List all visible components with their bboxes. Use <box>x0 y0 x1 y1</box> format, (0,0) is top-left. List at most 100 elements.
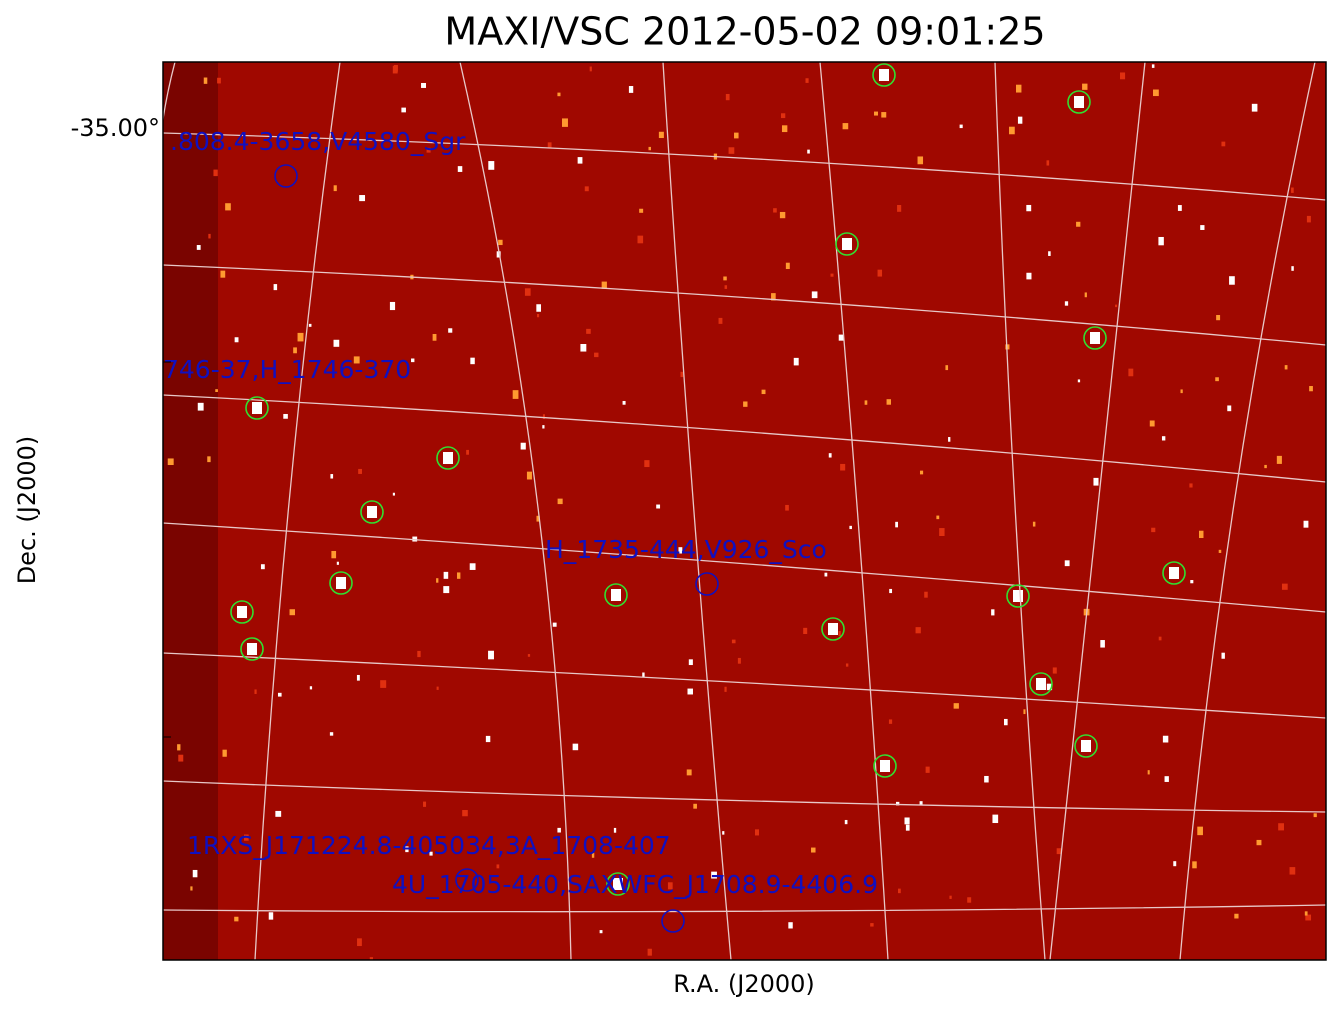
speck <box>557 92 561 97</box>
speck <box>217 77 221 84</box>
grid-line <box>662 62 732 960</box>
speck <box>1026 204 1032 212</box>
speck <box>309 686 313 690</box>
speck <box>260 564 265 570</box>
speck <box>731 639 736 644</box>
source-label: 4U_1705-440,SAXWFC_J1708.9-4406.9 <box>392 870 878 899</box>
speck <box>401 107 406 113</box>
speck <box>234 337 239 343</box>
speck <box>845 663 849 667</box>
speck <box>485 735 491 743</box>
detected-source-ring <box>245 396 269 420</box>
speck <box>557 498 563 505</box>
speck <box>177 744 181 751</box>
bright-source <box>1090 332 1100 344</box>
title: MAXI/VSC 2012-05-02 09:01:25 <box>444 10 1045 54</box>
speck <box>945 365 949 371</box>
speck <box>524 288 531 296</box>
speck <box>622 400 626 405</box>
speck <box>277 692 282 697</box>
detected-source-ring <box>1162 561 1186 585</box>
speck <box>895 521 899 528</box>
speck <box>1017 116 1023 124</box>
speck <box>358 468 362 474</box>
speck <box>178 754 184 762</box>
speck <box>886 399 892 405</box>
grid-line <box>459 62 572 960</box>
speck <box>275 810 282 817</box>
speck <box>1064 560 1070 567</box>
speck <box>889 588 893 594</box>
speck <box>1256 839 1262 846</box>
speck <box>658 131 664 139</box>
speck <box>1158 236 1164 246</box>
speck <box>737 657 741 664</box>
bright-source <box>879 69 889 81</box>
speck <box>1190 580 1194 584</box>
speck <box>639 208 644 213</box>
catalog-source-ring <box>695 572 719 596</box>
speck <box>877 269 883 277</box>
bright-source <box>1036 678 1046 690</box>
speck <box>496 864 500 869</box>
speck <box>838 334 844 341</box>
speck <box>1309 386 1313 392</box>
speck <box>254 689 257 694</box>
speck <box>405 846 409 853</box>
speck <box>1291 187 1294 193</box>
grid-line <box>163 904 1326 913</box>
bright-source <box>1169 567 1179 579</box>
speck <box>536 515 540 522</box>
grid-line <box>1179 62 1316 960</box>
detected-source-ring <box>230 600 254 624</box>
speck <box>1023 709 1026 715</box>
speck <box>722 831 725 835</box>
bright-source <box>1074 96 1084 108</box>
speck <box>1064 301 1069 306</box>
speck <box>917 156 924 165</box>
speck <box>874 111 879 116</box>
speck <box>805 78 809 83</box>
speck <box>830 273 834 277</box>
speck <box>724 686 727 692</box>
image-background <box>163 62 1326 960</box>
speck <box>919 470 924 475</box>
grid-line <box>163 62 176 124</box>
speck <box>948 437 951 442</box>
speck <box>572 743 579 751</box>
speck <box>1164 776 1169 782</box>
speck <box>380 680 387 688</box>
speck <box>728 147 735 154</box>
speck <box>470 357 475 365</box>
speck <box>297 332 304 342</box>
specks <box>167 64 1317 960</box>
speck <box>785 262 790 270</box>
speck <box>849 525 852 530</box>
speck <box>924 591 928 598</box>
bright-source <box>1013 590 1023 602</box>
speck <box>686 769 692 776</box>
speck <box>761 389 766 395</box>
catalog-source-ring <box>661 909 685 933</box>
detected-source-ring <box>436 446 460 470</box>
speck <box>1161 436 1166 441</box>
speck <box>897 205 902 212</box>
speck <box>1015 84 1022 93</box>
detected-source-ring <box>873 754 897 778</box>
speck <box>448 328 453 333</box>
speck <box>1128 368 1134 377</box>
speck <box>580 344 587 352</box>
speck <box>1229 276 1235 285</box>
speck <box>667 882 673 890</box>
speck <box>1149 420 1155 427</box>
speck <box>268 912 274 920</box>
speck <box>991 609 995 616</box>
speck <box>411 358 415 363</box>
speck <box>462 810 468 817</box>
catalog-source-ring <box>455 868 479 892</box>
y-axis-label: Dec. (J2000) <box>13 436 41 585</box>
speck <box>725 93 730 101</box>
grid-line <box>994 62 1046 960</box>
y-tick-label: -35.00° <box>71 114 160 142</box>
speck <box>356 674 360 681</box>
